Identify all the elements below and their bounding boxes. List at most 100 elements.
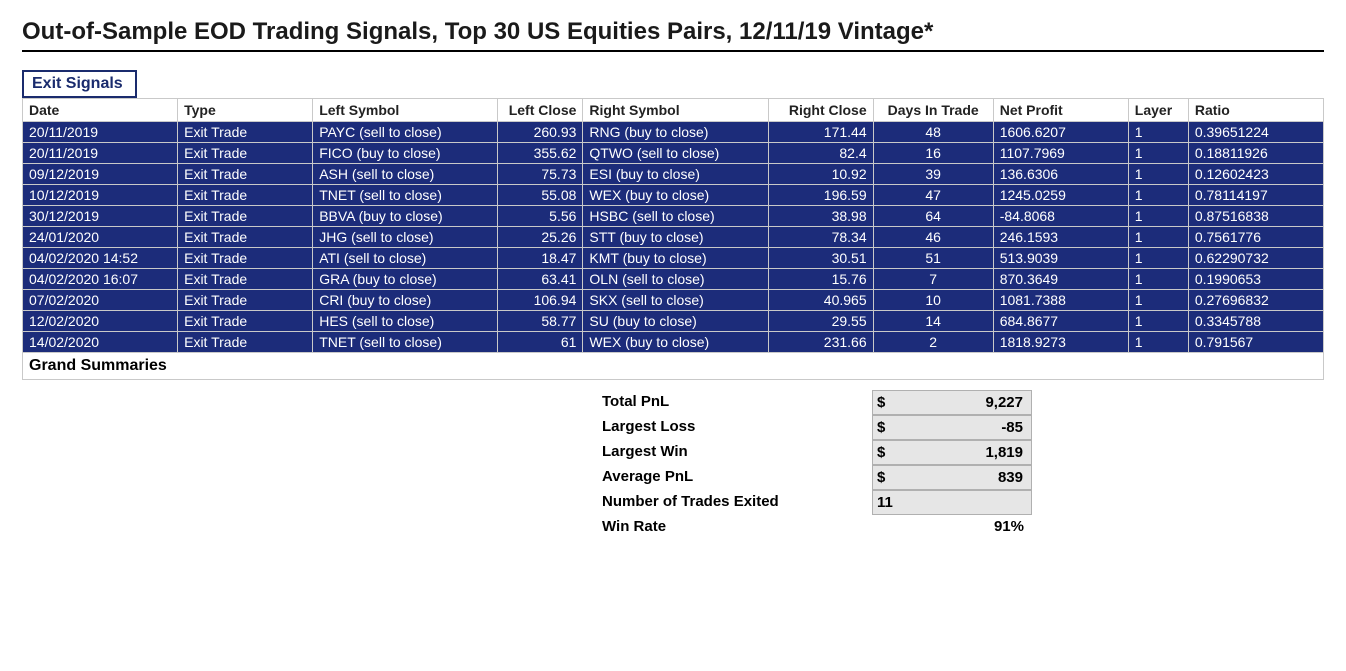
column-header[interactable]: Right Symbol [583,99,768,122]
table-cell: 1 [1128,332,1188,353]
table-cell: RNG (buy to close) [583,122,768,143]
table-cell: Exit Trade [178,227,313,248]
column-header[interactable]: Right Close [768,99,873,122]
summary-value: 91% [872,515,1032,538]
table-row[interactable]: 14/02/2020Exit TradeTNET (sell to close)… [23,332,1324,353]
table-cell: -84.8068 [993,206,1128,227]
table-cell: Exit Trade [178,269,313,290]
table-row[interactable]: 12/02/2020Exit TradeHES (sell to close)5… [23,311,1324,332]
table-cell: 82.4 [768,143,873,164]
table-cell: BBVA (buy to close) [313,206,498,227]
column-header[interactable]: Net Profit [993,99,1128,122]
table-cell: Exit Trade [178,185,313,206]
table-cell: STT (buy to close) [583,227,768,248]
table-row[interactable]: 20/11/2019Exit TradeFICO (buy to close)3… [23,143,1324,164]
table-cell: 29.55 [768,311,873,332]
table-row[interactable]: 24/01/2020Exit TradeJHG (sell to close)2… [23,227,1324,248]
table-cell: 14 [873,311,993,332]
table-cell: 10 [873,290,993,311]
table-cell: 1 [1128,248,1188,269]
table-cell: 16 [873,143,993,164]
table-row[interactable]: 07/02/2020Exit TradeCRI (buy to close)10… [23,290,1324,311]
table-cell: 63.41 [498,269,583,290]
table-cell: 0.1990653 [1188,269,1323,290]
table-cell: ATI (sell to close) [313,248,498,269]
table-cell: 1081.7388 [993,290,1128,311]
table-cell: 30/12/2019 [23,206,178,227]
table-cell: 39 [873,164,993,185]
table-row[interactable]: 09/12/2019Exit TradeASH (sell to close)7… [23,164,1324,185]
table-row[interactable]: 04/02/2020 16:07Exit TradeGRA (buy to cl… [23,269,1324,290]
table-cell: Exit Trade [178,248,313,269]
column-header[interactable]: Date [23,99,178,122]
table-cell: 0.791567 [1188,332,1323,353]
tab-exit-signals[interactable]: Exit Signals [22,70,137,98]
table-cell: ASH (sell to close) [313,164,498,185]
signals-table: DateTypeLeft SymbolLeft CloseRight Symbo… [22,98,1324,353]
table-cell: 14/02/2020 [23,332,178,353]
summary-label: Win Rate [602,515,872,538]
table-cell: TNET (sell to close) [313,332,498,353]
table-cell: 20/11/2019 [23,122,178,143]
table-cell: FICO (buy to close) [313,143,498,164]
table-cell: 04/02/2020 14:52 [23,248,178,269]
table-cell: 1 [1128,206,1188,227]
table-row[interactable]: 10/12/2019Exit TradeTNET (sell to close)… [23,185,1324,206]
column-header[interactable]: Type [178,99,313,122]
table-cell: 1 [1128,185,1188,206]
grand-summaries-label: Grand Summaries [22,353,1324,380]
table-cell: 1 [1128,143,1188,164]
table-cell: Exit Trade [178,122,313,143]
table-cell: Exit Trade [178,164,313,185]
table-cell: 1 [1128,227,1188,248]
summary-value: $839 [872,465,1032,490]
summary-label: Largest Loss [602,415,872,440]
table-cell: HES (sell to close) [313,311,498,332]
table-cell: QTWO (sell to close) [583,143,768,164]
summary-label: Number of Trades Exited [602,490,872,515]
table-cell: SKX (sell to close) [583,290,768,311]
table-cell: 171.44 [768,122,873,143]
column-header[interactable]: Ratio [1188,99,1323,122]
table-cell: 20/11/2019 [23,143,178,164]
column-header[interactable]: Days In Trade [873,99,993,122]
summary-value: $9,227 [872,390,1032,415]
table-cell: 260.93 [498,122,583,143]
table-cell: Exit Trade [178,206,313,227]
table-cell: 1245.0259 [993,185,1128,206]
table-row[interactable]: 20/11/2019Exit TradePAYC (sell to close)… [23,122,1324,143]
column-header[interactable]: Left Close [498,99,583,122]
table-cell: OLN (sell to close) [583,269,768,290]
table-cell: 0.27696832 [1188,290,1323,311]
table-cell: 1 [1128,164,1188,185]
table-cell: 1107.7969 [993,143,1128,164]
table-cell: 5.56 [498,206,583,227]
table-cell: Exit Trade [178,332,313,353]
table-cell: JHG (sell to close) [313,227,498,248]
table-cell: 0.87516838 [1188,206,1323,227]
table-cell: 513.9039 [993,248,1128,269]
table-cell: 51 [873,248,993,269]
column-header[interactable]: Left Symbol [313,99,498,122]
table-row[interactable]: 04/02/2020 14:52Exit TradeATI (sell to c… [23,248,1324,269]
table-cell: 7 [873,269,993,290]
table-cell: 0.3345788 [1188,311,1323,332]
table-cell: 48 [873,122,993,143]
table-cell: 0.39651224 [1188,122,1323,143]
table-cell: 09/12/2019 [23,164,178,185]
table-cell: 1 [1128,290,1188,311]
table-cell: 38.98 [768,206,873,227]
table-cell: TNET (sell to close) [313,185,498,206]
table-cell: 18.47 [498,248,583,269]
table-cell: SU (buy to close) [583,311,768,332]
table-cell: 106.94 [498,290,583,311]
table-row[interactable]: 30/12/2019Exit TradeBBVA (buy to close)5… [23,206,1324,227]
table-cell: 0.62290732 [1188,248,1323,269]
summary-value: $-85 [872,415,1032,440]
table-cell: 355.62 [498,143,583,164]
summary-block: Total PnL$9,227Largest Loss$-85Largest W… [22,390,1324,538]
column-header[interactable]: Layer [1128,99,1188,122]
table-cell: 10/12/2019 [23,185,178,206]
table-cell: 24/01/2020 [23,227,178,248]
table-cell: 64 [873,206,993,227]
